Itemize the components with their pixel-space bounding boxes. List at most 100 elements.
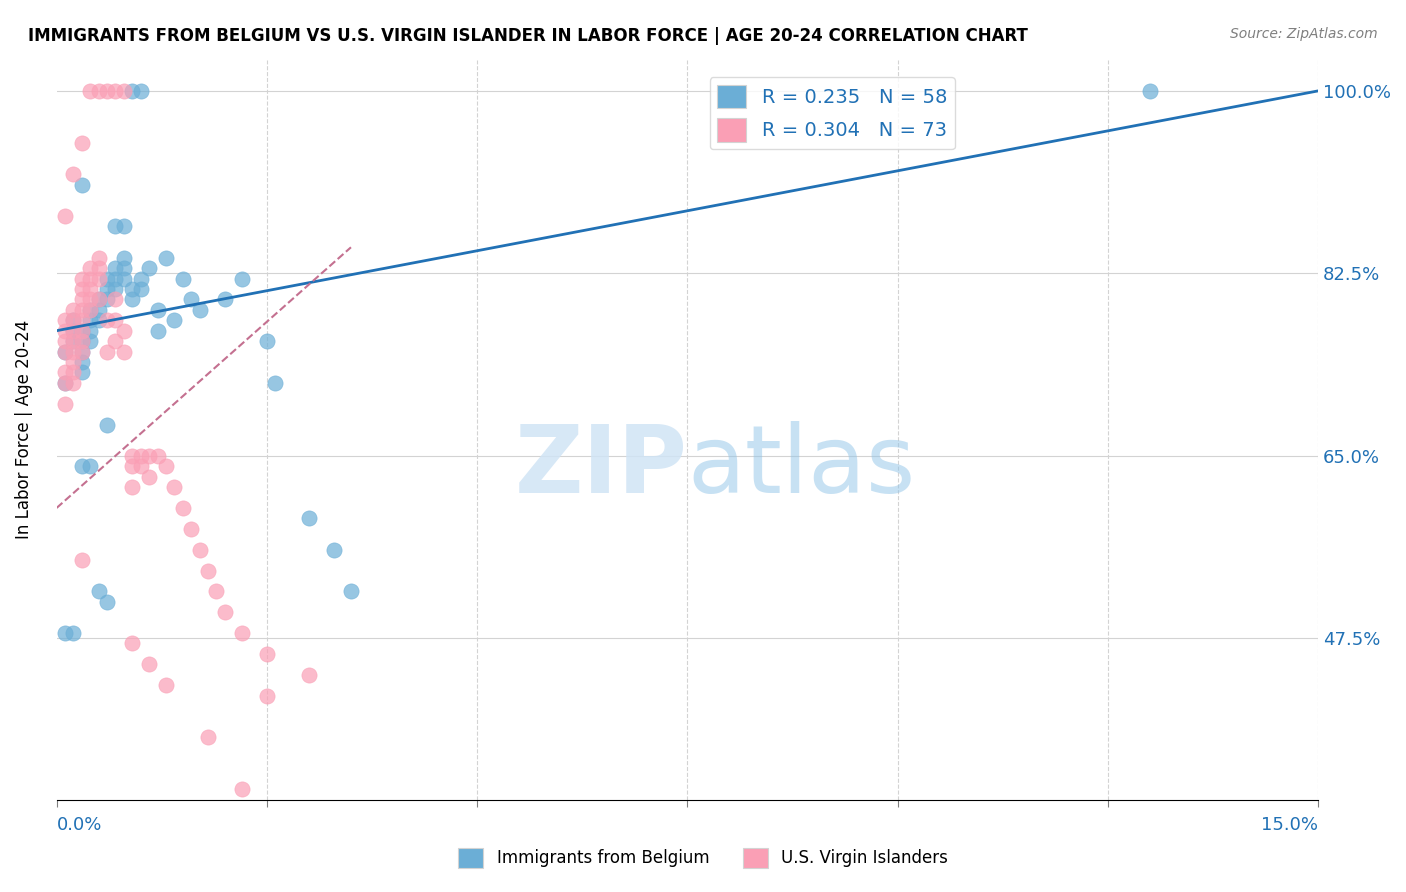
Point (323, 542, 346, 557)
Point (62, 313, 84, 327)
Point (62, 365, 84, 379)
Text: IMMIGRANTS FROM BELGIUM VS U.S. VIRGIN ISLANDER IN LABOR FORCE | AGE 20-24 CORRE: IMMIGRANTS FROM BELGIUM VS U.S. VIRGIN I… (28, 27, 1028, 45)
Point (340, 584, 363, 599)
Point (53, 313, 76, 327)
Point (188, 542, 211, 557)
Point (264, 376, 287, 390)
Text: Source: ZipAtlas.com: Source: ZipAtlas.com (1230, 27, 1378, 41)
Point (180, 293, 202, 307)
Point (146, 302, 169, 317)
Point (121, 459, 143, 474)
Point (53, 397, 76, 411)
Point (53, 344, 76, 359)
Point (104, 293, 127, 307)
Point (87, 84, 110, 98)
Point (104, 219, 127, 234)
Point (79, 293, 101, 307)
Point (70, 178, 93, 192)
Point (53, 376, 76, 390)
Point (104, 261, 127, 276)
Point (96, 313, 118, 327)
Point (155, 678, 177, 692)
Point (214, 293, 236, 307)
Point (62, 344, 84, 359)
Point (87, 251, 110, 265)
Point (104, 313, 127, 327)
Point (70, 459, 93, 474)
Point (70, 282, 93, 296)
Point (138, 449, 160, 463)
Point (62, 324, 84, 338)
Point (53, 376, 76, 390)
Point (112, 261, 135, 276)
Point (62, 334, 84, 348)
Point (96, 417, 118, 432)
Point (53, 209, 76, 223)
Point (62, 334, 84, 348)
Point (197, 731, 219, 745)
Point (79, 302, 101, 317)
Point (121, 282, 143, 296)
Point (87, 293, 110, 307)
Point (256, 689, 278, 703)
Point (79, 302, 101, 317)
Point (70, 355, 93, 369)
Point (96, 282, 118, 296)
Point (129, 449, 152, 463)
Point (231, 271, 253, 285)
Legend: R = 0.235   N = 58, R = 0.304   N = 73: R = 0.235 N = 58, R = 0.304 N = 73 (710, 77, 955, 150)
Point (146, 449, 169, 463)
Point (112, 271, 135, 285)
Point (70, 324, 93, 338)
Text: ZIP: ZIP (515, 421, 688, 513)
Point (53, 324, 76, 338)
Point (87, 584, 110, 599)
Point (79, 261, 101, 276)
Point (138, 657, 160, 672)
Point (231, 626, 253, 640)
Point (62, 626, 84, 640)
Point (53, 334, 76, 348)
Text: 15.0%: 15.0% (1261, 815, 1319, 833)
Point (96, 293, 118, 307)
Point (79, 271, 101, 285)
Point (129, 84, 152, 98)
Text: 0.0%: 0.0% (56, 815, 103, 833)
Point (70, 365, 93, 379)
Point (256, 334, 278, 348)
Point (129, 459, 152, 474)
Point (62, 313, 84, 327)
Point (79, 324, 101, 338)
Point (70, 344, 93, 359)
Point (155, 251, 177, 265)
Point (62, 167, 84, 181)
Point (87, 293, 110, 307)
Point (129, 282, 152, 296)
Point (298, 667, 321, 681)
Point (112, 344, 135, 359)
Point (298, 511, 321, 525)
Point (188, 302, 211, 317)
Point (180, 522, 202, 536)
Point (112, 251, 135, 265)
Point (231, 782, 253, 797)
Point (163, 480, 186, 494)
Point (138, 261, 160, 276)
Point (53, 626, 76, 640)
Point (104, 271, 127, 285)
Y-axis label: In Labor Force | Age 20-24: In Labor Force | Age 20-24 (15, 320, 32, 540)
Point (87, 261, 110, 276)
Point (96, 84, 118, 98)
Point (70, 553, 93, 567)
Point (121, 84, 143, 98)
Point (62, 376, 84, 390)
Point (129, 271, 152, 285)
Point (53, 365, 76, 379)
Point (53, 344, 76, 359)
Point (70, 271, 93, 285)
Point (70, 334, 93, 348)
Point (70, 136, 93, 150)
Point (121, 293, 143, 307)
Legend: Immigrants from Belgium, U.S. Virgin Islanders: Immigrants from Belgium, U.S. Virgin Isl… (451, 841, 955, 875)
Point (205, 584, 228, 599)
